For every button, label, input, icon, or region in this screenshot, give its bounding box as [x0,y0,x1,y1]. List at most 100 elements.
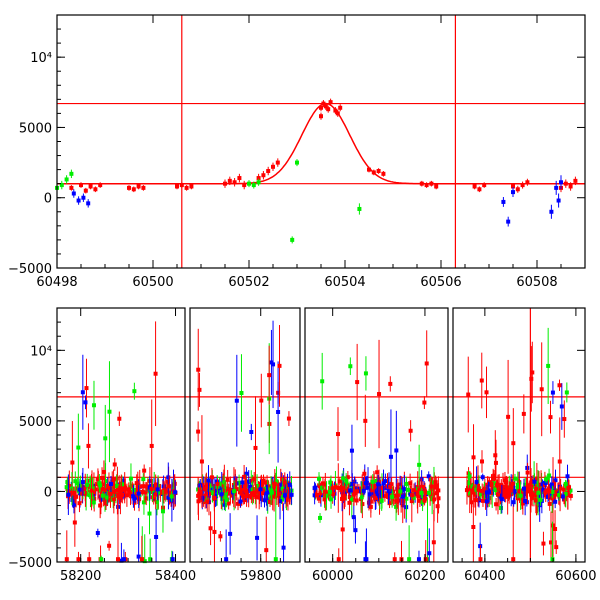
x-tick-label: 58200 [60,569,101,584]
data-point [517,489,522,494]
data-point [362,471,367,476]
data-point [114,483,119,488]
data-point [272,481,277,486]
data-point [549,482,554,487]
data-point [253,490,258,495]
data-point [434,483,439,488]
data-point [400,494,405,499]
data-point [100,475,105,480]
data-point [483,496,488,501]
data-point [237,480,242,485]
data-point [212,529,217,534]
data-point [390,494,395,499]
data-point [103,501,108,506]
data-point [478,492,483,497]
data-point [214,494,219,499]
data-point [415,490,420,495]
data-point [316,496,321,501]
data-point [318,515,323,520]
data-point [86,201,91,206]
data-point [144,496,149,501]
data-point [111,477,116,482]
data-point [492,473,497,478]
data-point [84,386,89,391]
data-point [244,471,249,476]
data-point [465,486,470,491]
data-point [525,485,530,490]
data-point [136,184,141,189]
data-point [145,484,150,489]
data-point [215,482,220,487]
data-point [340,527,345,532]
data-point [389,482,394,487]
data-point [244,488,249,493]
data-point [75,481,80,486]
data-point [523,482,528,487]
data-point [119,558,124,563]
data-point [255,535,260,540]
data-point [547,473,552,478]
data-point [537,499,542,504]
data-point [266,169,271,174]
data-point [407,557,412,562]
data-point [429,484,434,489]
data-point [322,497,327,502]
data-point [259,496,264,501]
data-point [398,489,403,494]
top-panel-zoom: 60498 60500 60502 60504 60506 60508 −5000 0 5000… [8,14,586,290]
data-point [506,414,511,419]
data-point [313,485,318,490]
data-point [242,474,247,479]
data-point [232,489,237,494]
data-point [160,509,165,514]
data-point [107,409,112,414]
data-point [91,403,96,408]
data-point [331,491,336,496]
data-point [123,486,128,491]
data-point [275,160,280,165]
data-point [335,111,340,116]
data-point [552,481,557,486]
data-point [536,490,541,495]
data-point [243,482,248,487]
data-point [388,484,393,489]
data-point [106,484,111,489]
data-point [71,502,76,507]
data-point [542,483,547,488]
data-point [351,492,356,497]
data-point [99,557,104,562]
data-point [264,548,269,553]
data-point [399,492,404,497]
data-point [256,176,261,181]
data-point [329,488,334,493]
x-tick-label: 60502 [228,275,269,290]
data-point [105,495,110,500]
data-point [377,485,382,490]
data-point [246,479,251,484]
data-point [376,479,381,484]
data-point [290,237,295,242]
data-point [372,483,377,488]
data-point [344,478,349,483]
data-point [376,497,381,502]
data-point [549,540,554,545]
data-point [284,497,289,502]
data-point [422,489,427,494]
data-point [265,490,270,495]
data-point [285,481,290,486]
data-point [557,459,562,464]
data-point [295,160,299,165]
data-point [81,195,86,200]
data-point [271,362,276,367]
data-point [366,485,371,490]
data-point [104,493,109,498]
data-point [491,481,496,486]
data-point [154,534,159,539]
data-point [563,181,568,186]
data-point [269,490,274,495]
data-point [342,493,347,498]
data-point [259,481,264,486]
data-point [212,488,217,493]
data-point [285,495,290,500]
data-point [257,490,262,495]
